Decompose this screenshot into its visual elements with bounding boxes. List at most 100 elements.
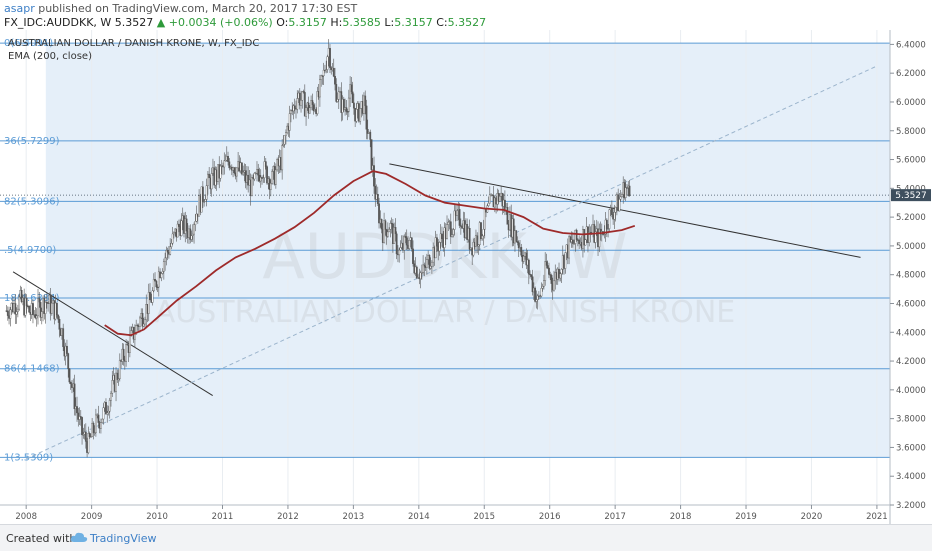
low-label: L: [384, 16, 395, 29]
x-tick-label: 2018 [670, 512, 692, 522]
trendline[interactable] [389, 163, 861, 258]
candle-body [334, 76, 336, 85]
candle-body [383, 220, 385, 243]
candle-body [436, 237, 438, 247]
x-tick-label: 2015 [473, 512, 495, 522]
candle-body [190, 235, 193, 240]
candle-body [541, 286, 544, 289]
candle-body [569, 236, 572, 243]
candle-body [195, 213, 198, 222]
candle-body [319, 79, 321, 98]
candle-body [527, 259, 530, 275]
candle-body [346, 111, 349, 113]
candle-body [369, 131, 372, 140]
y-tick-label: 5.2000 [896, 213, 926, 223]
candle-body [337, 91, 340, 100]
trendline[interactable] [12, 271, 213, 397]
candle-body [529, 273, 531, 276]
candle-body [386, 231, 389, 237]
candle-body [274, 169, 277, 185]
fib-level-label: 86(4.1468) [4, 364, 60, 375]
candle-body [39, 301, 42, 318]
x-tick-label: 2012 [277, 512, 299, 522]
candle-body [105, 402, 107, 415]
fib-level-label: .5(4.9700) [4, 245, 56, 256]
candle-body [412, 248, 414, 264]
candle-body [207, 173, 209, 186]
candle-body [364, 95, 367, 107]
x-tick-label: 2013 [343, 512, 365, 522]
candle-body [428, 255, 431, 269]
candle-body [429, 265, 432, 269]
time-axis[interactable]: 2008 2009 2010 2011 2012 2013 2014 2015 2016 2017… [15, 505, 888, 522]
price-chart[interactable]: AUDDKK, W AUSTRALIAN DOLLAR / DANISH KRO… [0, 30, 932, 524]
candle-body [316, 91, 319, 114]
candle-body [584, 239, 587, 246]
candle-body [141, 313, 144, 327]
publish-line: asapr published on TradingView.com, Marc… [4, 2, 357, 15]
candle-body [149, 292, 151, 301]
candle-body [342, 98, 345, 110]
candle-body [189, 228, 192, 240]
candle-body [366, 129, 369, 134]
tradingview-link[interactable]: TradingView [90, 532, 157, 545]
y-tick-label: 6.2000 [896, 69, 926, 79]
author-link[interactable]: asapr [4, 2, 35, 15]
candle-body [347, 97, 350, 112]
candle-body [614, 207, 617, 213]
candle-body [420, 272, 423, 274]
candle-body [603, 233, 606, 236]
candle-body [610, 208, 613, 215]
x-tick-label: 2011 [212, 512, 234, 522]
publish-info: published on TradingView.com, March 20, … [38, 2, 358, 15]
candle-body [332, 67, 335, 77]
y-tick-label: 5.6000 [896, 156, 926, 166]
y-tick-label: 4.0000 [896, 386, 926, 396]
candle-body [568, 236, 570, 259]
y-tick-label: 6.0000 [896, 98, 926, 108]
candle-body [476, 235, 479, 247]
candle-body [578, 239, 581, 245]
candle-body [628, 185, 631, 197]
candle-body [144, 319, 146, 325]
candle-body [9, 309, 12, 319]
candle-body [329, 48, 331, 68]
candle-body [100, 422, 102, 429]
candle-body [321, 75, 324, 77]
candle-body [87, 433, 90, 453]
candle-body [477, 244, 480, 247]
grid [25, 30, 878, 505]
candle-body [326, 56, 329, 70]
candle-body [116, 372, 119, 380]
candle-body [157, 271, 160, 288]
candle-body [335, 84, 338, 102]
dashed-trendline[interactable] [25, 65, 878, 460]
candle-body [38, 298, 41, 303]
candle-body [480, 222, 482, 239]
candle-body [58, 319, 61, 330]
candle-body [110, 392, 112, 401]
candle-body [540, 288, 543, 297]
candle-body [399, 247, 402, 251]
candle-body [550, 274, 553, 284]
price-axis[interactable]: 3.2000 3.4000 3.6000 3.8000 4.0000 4.2000 4.40… [890, 40, 926, 511]
candle-body [223, 160, 226, 168]
candle-body [325, 69, 328, 72]
candle-body [139, 317, 141, 327]
candle-body [152, 279, 155, 292]
candle-body [613, 212, 616, 220]
candle-body [525, 252, 528, 266]
price-change: +0.0034 (+0.06%) [168, 16, 273, 29]
candle-body [93, 432, 96, 434]
candle-body [55, 302, 58, 316]
candle-body [487, 202, 490, 206]
candle-body [44, 302, 47, 314]
x-tick-label: 2019 [735, 512, 757, 522]
candle-body [285, 132, 287, 136]
candle-body [94, 414, 97, 433]
close-value: 5.3527 [447, 16, 487, 29]
candle-body [404, 236, 407, 239]
candle-body [389, 222, 392, 230]
trendlines[interactable] [12, 65, 878, 460]
candle-body [535, 299, 538, 302]
